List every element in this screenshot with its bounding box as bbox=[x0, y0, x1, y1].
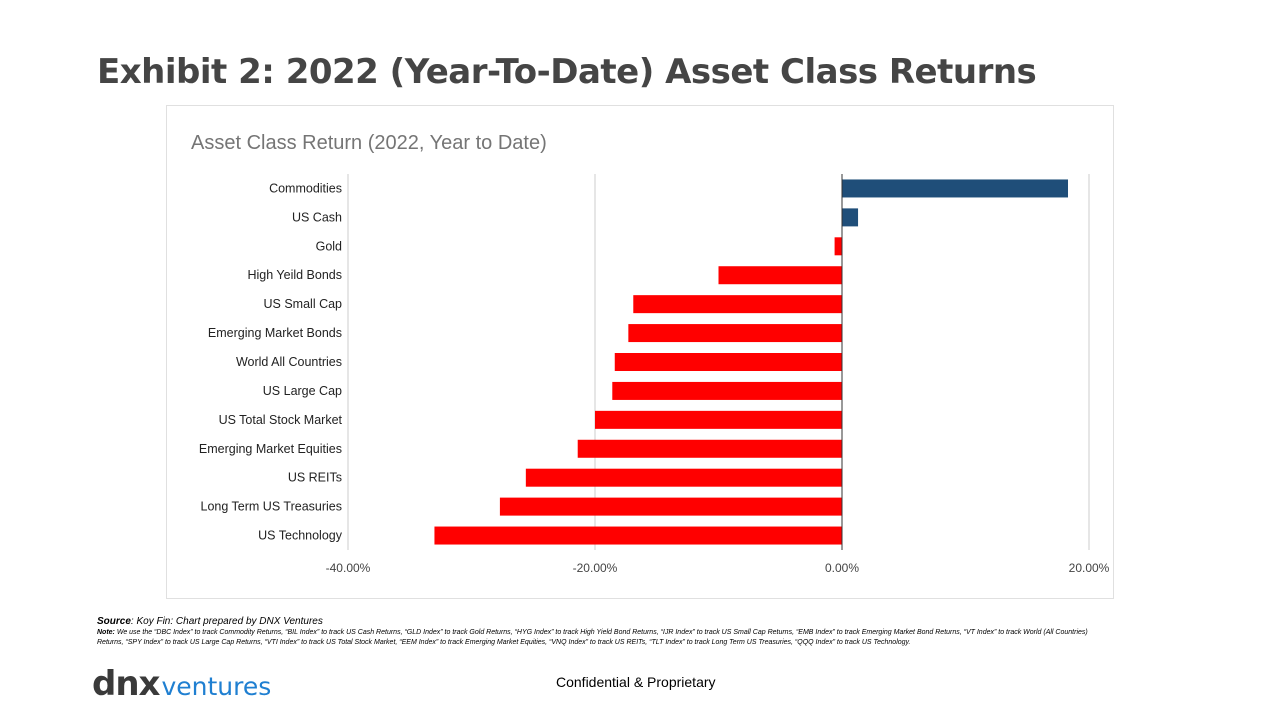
category-label: Emerging Market Bonds bbox=[208, 326, 342, 340]
category-label: Gold bbox=[316, 239, 342, 253]
bar bbox=[842, 179, 1069, 198]
slide-title: Exhibit 2: 2022 (Year-To-Date) Asset Cla… bbox=[97, 52, 1037, 92]
bar bbox=[842, 208, 859, 227]
note-text: We use the “DBC Index” to track Commodit… bbox=[97, 629, 1088, 646]
chart-container: Asset Class Return (2022, Year to Date) … bbox=[166, 105, 1114, 599]
note-text-block: Note: We use the “DBC Index” to track Co… bbox=[97, 628, 1107, 647]
bar bbox=[434, 526, 842, 545]
bar bbox=[595, 410, 842, 429]
bar bbox=[633, 295, 842, 314]
logo-dnx: dnx bbox=[92, 664, 160, 704]
dnx-ventures-logo: dnx ventures bbox=[92, 664, 271, 704]
source-label: Source bbox=[97, 616, 131, 627]
category-label: US Total Stock Market bbox=[219, 413, 343, 427]
category-label: High Yeild Bonds bbox=[247, 268, 342, 282]
chart-title: Asset Class Return (2022, Year to Date) bbox=[191, 132, 547, 154]
note-label: Note: bbox=[97, 629, 115, 636]
bar-chart: -40.00% -20.00% 0.00% 20.00% Commodities US C… bbox=[199, 174, 1110, 575]
category-label: World All Countries bbox=[236, 355, 342, 369]
bar bbox=[577, 439, 842, 458]
category-label: US REITs bbox=[288, 471, 342, 485]
source-text: : Koy Fin: Chart prepared by DNX Venture… bbox=[130, 616, 323, 627]
category-label: US Small Cap bbox=[264, 297, 343, 311]
category-label: US Technology bbox=[258, 529, 343, 543]
bar bbox=[525, 468, 842, 487]
category-label: US Large Cap bbox=[263, 384, 342, 398]
bar bbox=[614, 353, 842, 371]
category-label: Commodities bbox=[269, 181, 342, 195]
logo-ventures: ventures bbox=[161, 672, 272, 701]
bar bbox=[499, 497, 842, 516]
x-tick-label: -20.00% bbox=[573, 561, 618, 575]
category-label: Long Term US Treasuries bbox=[201, 500, 343, 514]
bar bbox=[628, 324, 842, 343]
x-tick-label: -40.00% bbox=[326, 561, 371, 575]
bar bbox=[612, 381, 842, 400]
bar bbox=[718, 266, 842, 285]
x-tick-label: 20.00% bbox=[1069, 561, 1110, 575]
category-label: US Cash bbox=[292, 210, 342, 224]
source-line: Source: Koy Fin: Chart prepared by DNX V… bbox=[97, 616, 1207, 627]
x-tick-label: 0.00% bbox=[825, 561, 859, 575]
bar bbox=[834, 237, 842, 256]
confidential-label: Confidential & Proprietary bbox=[556, 674, 716, 690]
category-label: Emerging Market Equities bbox=[199, 442, 342, 456]
